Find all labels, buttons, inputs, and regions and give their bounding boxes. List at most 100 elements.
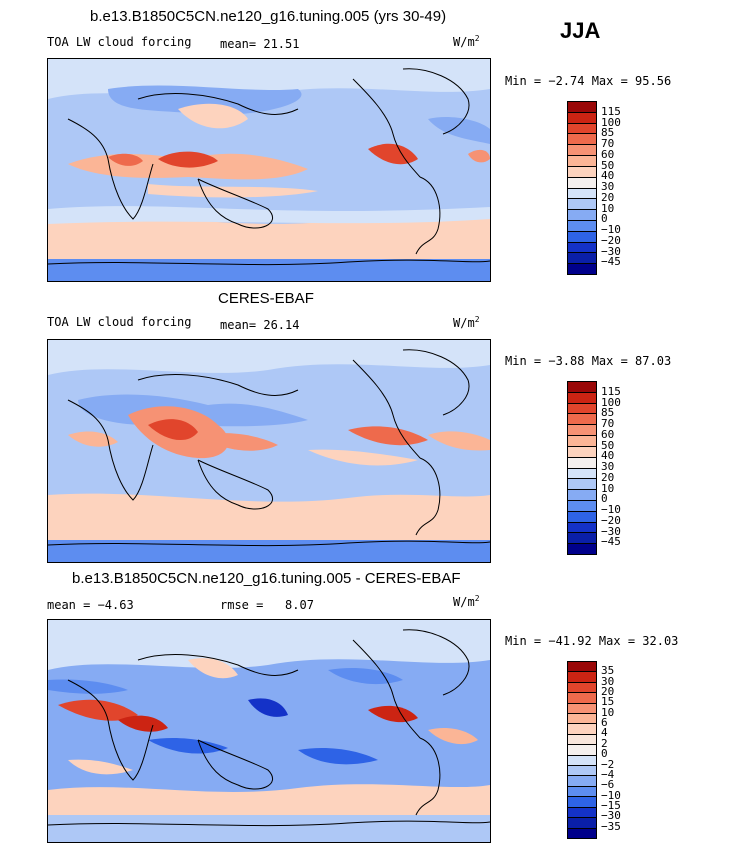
panel1-swatch: [568, 156, 596, 167]
panel1-tick: −20: [601, 233, 621, 247]
panel3-tick: 10: [601, 705, 615, 719]
panel2-tick: −30: [601, 524, 621, 538]
panel3-swatch: [568, 745, 596, 756]
panel2-tick: 0: [601, 492, 608, 506]
panel1-swatch: [568, 112, 596, 124]
panel1-units: W/m2: [453, 34, 480, 49]
panel1-field-label: TOA LW cloud forcing: [47, 35, 192, 49]
panel1-title: b.e13.B1850C5CN.ne120_g16.tuning.005 (yr…: [90, 8, 447, 25]
panel3-swatch: [568, 682, 596, 694]
panel2-swatch: [568, 500, 596, 512]
panel1-tick: 70: [601, 137, 615, 150]
panel1-tick: 115: [601, 104, 621, 118]
panel3-swatch: [568, 714, 596, 725]
panel1-tick: 85: [601, 126, 615, 140]
panel1-swatch: [568, 231, 596, 243]
panel3-colorbar: [567, 661, 597, 839]
panel2-units-sup: 2: [474, 315, 480, 324]
season-label: JJA: [560, 18, 601, 43]
panel1-swatch: [568, 188, 596, 200]
panel1-map: [47, 58, 491, 282]
panel3-minmax: Min = −41.92 Max = 32.03: [505, 634, 679, 648]
panel1-colorbar-ticks: 115 100 85 70 60 50 40 30 20 10 0 −10 −2…: [601, 101, 641, 273]
panel2-swatch: [568, 468, 596, 480]
panel3-units: W/m2: [453, 594, 480, 609]
panel2-tick: −20: [601, 513, 621, 527]
panel3-tick: 6: [601, 716, 608, 730]
panel3-swatch: [568, 755, 596, 767]
panel2-tick: −45: [601, 535, 621, 549]
panel2-swatch: [568, 522, 596, 534]
panel2-tick: 85: [601, 406, 615, 420]
panel3-tick: −10: [601, 788, 621, 802]
panel2-tick: 70: [601, 417, 615, 430]
panel3-units-sup: 2: [474, 594, 480, 603]
panel1-swatch: [568, 264, 596, 274]
panel3-swatch: [568, 672, 596, 683]
panel1-tick: 10: [601, 201, 615, 215]
panel1-swatch: [568, 145, 596, 157]
panel3-tick: −35: [601, 819, 621, 833]
panel2-swatch: [568, 414, 596, 426]
panel2-units: W/m2: [453, 315, 480, 330]
panel1-tick: 60: [601, 147, 615, 161]
panel2-tick: 115: [601, 384, 621, 398]
panel3-swatch: [568, 734, 596, 746]
panel3-title: b.e13.B1850C5CN.ne120_g16.tuning.005 - C…: [72, 570, 461, 587]
panel2-field-label: TOA LW cloud forcing: [47, 315, 192, 329]
panel1-swatch: [568, 134, 596, 146]
panel1-stat-value: 21.51: [263, 37, 300, 51]
panel2-tick: 10: [601, 481, 615, 495]
panel3-map: [47, 619, 491, 843]
panel3-stat-value: 8.07: [285, 598, 314, 612]
panel2-units-text: W/m: [453, 316, 475, 330]
panel2-tick: 30: [601, 460, 615, 473]
panel1-tick: 40: [601, 169, 615, 183]
panel1-units-sup: 2: [474, 34, 480, 43]
panel1-swatch: [568, 199, 596, 211]
panel2-tick: 100: [601, 395, 621, 409]
panel3-tick: 2: [601, 736, 608, 750]
panel1-stat-label: mean=: [220, 37, 257, 51]
panel2-stat-value: 26.14: [263, 318, 300, 332]
panel2-tick: 20: [601, 470, 615, 484]
panel1-swatch: [568, 166, 596, 178]
panel3-tick: −30: [601, 809, 621, 823]
panel1-colorbar: [567, 101, 597, 275]
panel2-swatch: [568, 425, 596, 437]
panel2-swatch: [568, 544, 596, 554]
panel3-swatch: [568, 828, 596, 838]
panel1-tick: 50: [601, 158, 615, 172]
panel1-tick: 100: [601, 115, 621, 129]
panel1-swatch: [568, 210, 596, 221]
panel3-tick: 20: [601, 685, 615, 699]
panel3-swatch: [568, 766, 596, 777]
panel1-map-svg: [48, 59, 490, 281]
panel3-stat-label: rmse =: [220, 598, 264, 612]
panel2-tick: 50: [601, 438, 615, 452]
panel1-tick: 0: [601, 212, 608, 226]
panel3-tick: −15: [601, 798, 621, 812]
panel2-swatch: [568, 511, 596, 523]
panel3-swatch: [568, 724, 596, 735]
panel3-swatch: [568, 703, 596, 715]
panel3-swatch: [568, 807, 596, 819]
panel3-swatch: [568, 797, 596, 808]
panel3-swatch: [568, 662, 596, 673]
panel3-swatch: [568, 786, 596, 798]
panel2-tick: −10: [601, 503, 621, 516]
panel3-swatch: [568, 776, 596, 787]
panel3-tick: −6: [601, 778, 615, 792]
panel2-colorbar: [567, 381, 597, 555]
panel3-tick: 30: [601, 674, 615, 688]
panel2-swatch: [568, 457, 596, 469]
panel1-units-text: W/m: [453, 35, 475, 49]
panel1-minmax: Min = −2.74 Max = 95.56: [505, 74, 672, 88]
panel2-map: [47, 339, 491, 563]
panel3-tick: −2: [601, 757, 615, 771]
panel2-swatch: [568, 382, 596, 393]
panel1-stat: mean= 21.51: [220, 37, 299, 51]
panel2-swatch: [568, 392, 596, 404]
panel3-tick: 15: [601, 695, 615, 709]
panel2-swatch: [568, 436, 596, 447]
